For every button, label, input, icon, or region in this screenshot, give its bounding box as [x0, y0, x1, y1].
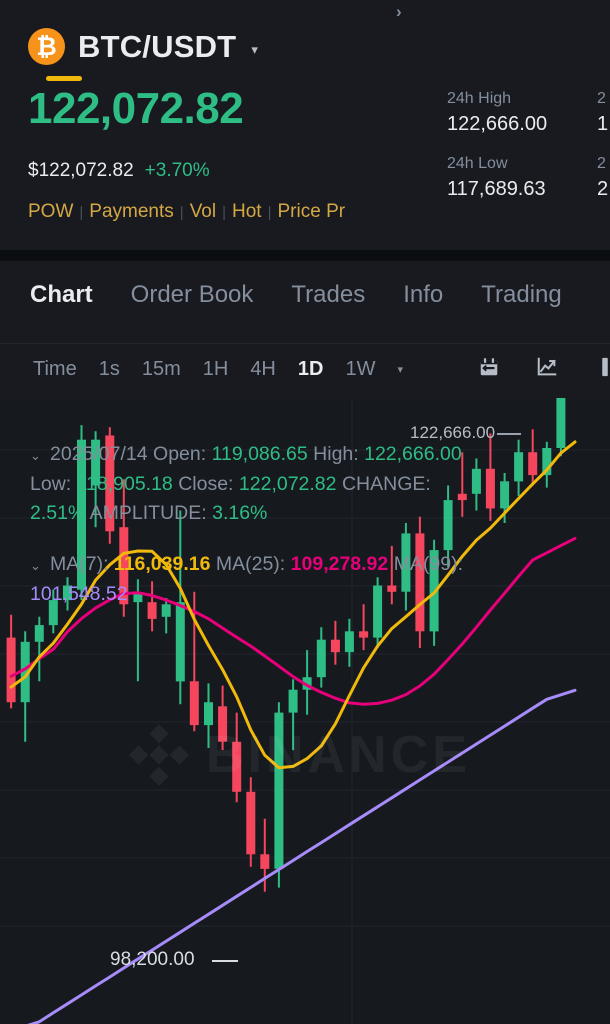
timeframe-4h[interactable]: 4H	[250, 358, 276, 380]
stat-label-24h-high: 24h High	[447, 90, 512, 107]
change-percent: +3.70%	[144, 160, 210, 181]
ma99-line	[27, 688, 577, 1024]
ohlc-low-value: 118,905.18	[76, 472, 173, 495]
tag-payments[interactable]: Payments	[89, 201, 174, 222]
calendar-icon[interactable]	[478, 356, 500, 378]
stat-value-24h-high: 122,666.00	[447, 113, 548, 135]
stat-value-cut-1: 1	[597, 113, 609, 135]
active-tab-underline	[46, 76, 82, 81]
ohlc-open-label: Open:	[153, 443, 207, 465]
stat-label-cut-1: 2	[597, 90, 606, 107]
price-line-dash-low	[212, 960, 238, 962]
price-chart[interactable]: BINANCE ⌄ 2025/07/14 Open: 119,086.65 Hig…	[0, 398, 610, 1024]
ma25-line	[9, 536, 577, 706]
tab-chart[interactable]: Chart	[30, 281, 93, 308]
ma7-value: 116,039.16	[113, 553, 211, 575]
tags-more-chevron-icon[interactable]: ›	[382, 2, 402, 22]
tag-price-protection[interactable]: Price Pr	[277, 201, 346, 222]
ohlc-change-label: CHANGE:	[341, 472, 431, 495]
market-header: ₿ BTC/USDT ▾ 122,072.82 $122,072.82 +3.7…	[0, 0, 610, 250]
usd-price: $122,072.82	[28, 160, 134, 181]
ohlc-high-value: 122,666.00	[364, 443, 462, 465]
ohlc-collapse-chevron-icon[interactable]: ⌄	[30, 448, 41, 463]
ohlc-line-1: ⌄ 2025/07/14 Open: 119,086.65 High: 122,6…	[30, 440, 596, 470]
line-chart-icon[interactable]	[536, 356, 558, 378]
pair-selector[interactable]: ₿ BTC/USDT ▾	[28, 28, 258, 65]
ma-line-2: 101,548.52	[30, 580, 596, 610]
ohlc-close-label: Close:	[178, 472, 234, 495]
settings-icon[interactable]	[594, 356, 610, 378]
timeframe-1d[interactable]: 1D	[297, 358, 324, 380]
tab-trading[interactable]: Trading	[481, 281, 562, 308]
tag-pow[interactable]: POW	[28, 201, 74, 222]
market-stats: 24h High 122,666.00 24h Low 117,689.63	[447, 90, 547, 220]
market-stats-cut-off: 2 1 2 2	[597, 90, 608, 220]
ohlc-amplitude-value: 3.16%	[212, 502, 268, 525]
ma25-label: MA(25):	[215, 553, 286, 575]
ohlc-amplitude-label: AMPLITUDE:	[89, 502, 207, 525]
stat-value-24h-low: 117,689.63	[447, 178, 546, 200]
tab-order-book[interactable]: Order Book	[130, 281, 254, 308]
ma99-value: 101,548.52	[30, 582, 128, 605]
ma99-label: MA(99):	[393, 553, 464, 575]
timeframe-1h[interactable]: 1H	[202, 358, 229, 380]
ohlc-legend[interactable]: ⌄ 2025/07/14 Open: 119,086.65 High: 122,6…	[30, 440, 596, 529]
tag-vol[interactable]: Vol	[189, 201, 217, 222]
ohlc-low-label: Low:	[30, 472, 72, 495]
stat-label-24h-low: 24h Low	[447, 155, 508, 172]
grid-lines	[0, 398, 610, 1024]
price-line-label-high: 122,666.00	[410, 423, 496, 442]
ohlc-close-value: 122,072.82	[238, 472, 337, 495]
timeframe-15m[interactable]: 15m	[141, 358, 181, 380]
tab-trades[interactable]: Trades	[291, 281, 366, 308]
ma7-label: MA(7):	[50, 553, 109, 575]
timeframe-1s[interactable]: 1s	[98, 358, 120, 380]
ohlc-date: 2025/07/14	[50, 443, 148, 465]
tag-separator: |	[179, 203, 184, 221]
price-line-label-low: 98,200.00	[110, 949, 195, 970]
tag-separator: |	[79, 203, 84, 221]
ohlc-line-3: 2.51% AMPLITUDE: 3.16%	[30, 499, 596, 529]
ma25-value: 109,278.92	[290, 553, 389, 575]
tab-info[interactable]: Info	[403, 281, 444, 308]
chevron-down-icon[interactable]: ▾	[251, 42, 258, 57]
ohlc-line-2: Low: 118,905.18 Close: 122,072.82 CHANGE…	[30, 470, 596, 500]
bitcoin-icon: ₿	[28, 28, 65, 65]
price-sub-row: $122,072.82 +3.70%	[28, 160, 210, 182]
last-price: 122,072.82	[28, 84, 244, 133]
ma7-line	[9, 440, 577, 770]
tab-bar-border	[0, 343, 610, 344]
tab-bar: Chart Order Book Trades Info Trading	[0, 261, 610, 340]
ohlc-change-value: 2.51%	[30, 502, 86, 525]
tag-separator: |	[222, 203, 227, 221]
price-line-dash-high	[497, 433, 521, 435]
ma-legend[interactable]: ⌄ MA(7): 116,039.16 MA(25): 109,278.92 MA…	[30, 550, 596, 609]
moving-average-lines	[9, 440, 577, 1024]
tag-hot[interactable]: Hot	[232, 201, 262, 222]
ma-line-1: ⌄ MA(7): 116,039.16 MA(25): 109,278.92 MA…	[30, 550, 596, 580]
ma-collapse-chevron-icon[interactable]: ⌄	[30, 558, 41, 573]
timeframe-1w[interactable]: 1W	[345, 358, 376, 380]
tag-list[interactable]: POW | Payments | Vol | Hot | Price Pr	[28, 201, 428, 223]
ohlc-open-value: 119,086.65	[211, 443, 308, 465]
tag-separator: |	[267, 203, 272, 221]
ohlc-high-label: High:	[313, 443, 359, 465]
stat-value-cut-2: 2	[597, 178, 609, 200]
timeframe-label-time[interactable]: Time	[33, 358, 77, 380]
pair-name: BTC/USDT	[78, 28, 237, 64]
timeframe-more-chevron-down-icon[interactable]: ▾	[397, 364, 403, 376]
stat-label-cut-2: 2	[597, 155, 606, 172]
header-divider	[0, 250, 610, 261]
timeframe-bar: Time 1s 15m 1H 4H 1D 1W ▾	[0, 344, 610, 398]
candlestick-svg	[0, 398, 610, 1024]
